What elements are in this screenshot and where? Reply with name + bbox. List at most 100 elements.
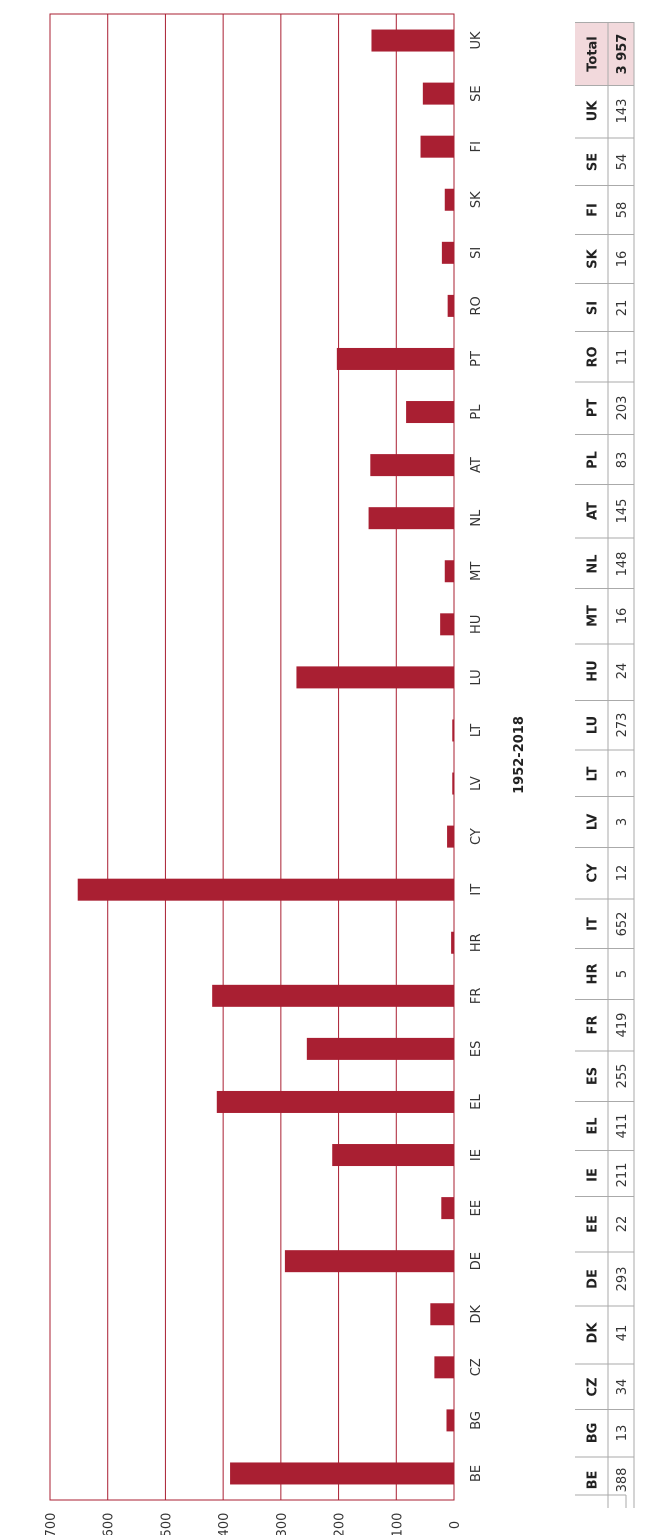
table-value-cell: 652 [615,912,630,937]
bar [371,29,454,52]
table-header-cell: IE [586,1168,601,1182]
table-value-cell: 41 [615,1325,630,1342]
bar [441,1197,454,1220]
y-tick-label: 0 [448,1521,463,1529]
category-label: HU [469,615,484,634]
table-value-cell: 16 [615,251,630,268]
y-tick-label: 500 [159,1513,174,1535]
table-header-cell: LV [586,814,601,831]
bar [420,135,454,158]
category-label: FI [469,141,484,152]
table-value-cell: 148 [615,552,630,577]
table-header-cell: LU [586,716,601,734]
table-header-cell: NL [586,554,601,573]
bar [77,878,455,901]
data-table: BE 388 BG 13 CZ 34 DK 41 DE 293 EE 22 IE 211 EL 411 ES 25… [575,22,635,1508]
category-label: DK [469,1305,484,1324]
category-label: EE [469,1200,484,1216]
category-label: ES [469,1041,484,1057]
table-value-cell: 16 [615,608,630,625]
plot-area: 0 100 200 300 400 500 600 700 BE BG CZ DK DE EE IE EL ES… [44,13,484,1535]
chart-title: 1952-2018 [512,716,527,794]
bar [452,772,454,795]
bar [296,666,454,689]
y-tick-label: 400 [217,1513,232,1535]
bar [370,454,454,477]
table-header-cell: FI [586,203,601,217]
category-label: SI [469,247,484,259]
bar [306,1037,454,1060]
table-value-cell: 293 [615,1267,630,1292]
category-label: PT [469,351,484,367]
table-header-cell: BE [586,1471,601,1490]
bar [368,507,454,530]
table-value-cell: 273 [615,713,630,738]
y-tick-label: 700 [44,1513,59,1535]
y-tick-label: 600 [102,1513,117,1535]
table-value-cell: 3 [615,770,630,778]
category-label: IT [469,884,484,896]
bar [284,1250,454,1273]
y-tick-label: 200 [333,1513,348,1535]
bar [406,401,454,424]
category-label: UK [469,31,484,50]
table-header-cell: DE [586,1269,601,1289]
table-header-cell: BG [586,1423,601,1444]
category-label: CZ [469,1358,484,1376]
table-value-cell: 5 [615,970,630,978]
table-value-cell: 13 [615,1425,630,1442]
table-header-cell: DK [586,1322,601,1344]
table-value-cell: 83 [615,452,630,469]
bar [336,347,454,370]
table-value-cell: 255 [615,1064,630,1089]
table-header-cell: CY [586,863,601,883]
table-header-cell: SK [586,248,601,268]
table-value-cell: 58 [615,202,630,219]
table-header-cell: SI [586,301,601,315]
plot-frame [49,13,455,1501]
table-value-cell: 21 [615,300,630,317]
category-label: SE [469,85,484,101]
table-header-cell: HU [586,660,601,681]
category-label: DE [469,1252,484,1270]
table-value-cell: 203 [615,396,630,421]
table-value-cell: 12 [615,865,630,882]
category-label: HR [469,933,484,952]
bar [447,825,454,848]
bar [440,613,454,636]
table-value-cell: 143 [615,99,630,124]
total-header-cell [575,22,634,86]
table-header-cell: FR [586,1016,601,1035]
table-value-cell: 3 [615,818,630,826]
y-tick-label: 100 [390,1513,405,1535]
table-header-cell: LT [586,766,601,781]
bar [230,1462,454,1485]
bar [447,294,454,317]
table-header-cell: IT [586,917,601,931]
table-header-cell: AT [586,502,601,520]
table-value-cell: 24 [615,663,630,680]
category-label: LT [469,724,484,737]
bar [444,560,454,583]
table-header-cell: EE [586,1215,601,1233]
table-value-cell: 411 [615,1114,630,1139]
table-value-cell: 145 [615,499,630,524]
table-header-cell: MT [586,605,601,627]
table-header-cell: ES [586,1067,601,1085]
bar [422,82,454,105]
bar [441,241,454,264]
table-header-cell: RO [586,346,601,367]
table-header-cell: PT [586,399,601,418]
bar [451,931,454,954]
bar [216,1090,454,1113]
category-label: FR [469,988,484,1005]
bar [444,188,454,211]
table-header-cell: HR [586,964,601,985]
category-label: EL [469,1093,484,1109]
table-value-cell: 3 957 [615,34,630,75]
table-value-cell: 419 [615,1013,630,1038]
category-label: CY [469,828,484,845]
table-value-cell: 34 [615,1379,630,1396]
bar [452,719,454,742]
